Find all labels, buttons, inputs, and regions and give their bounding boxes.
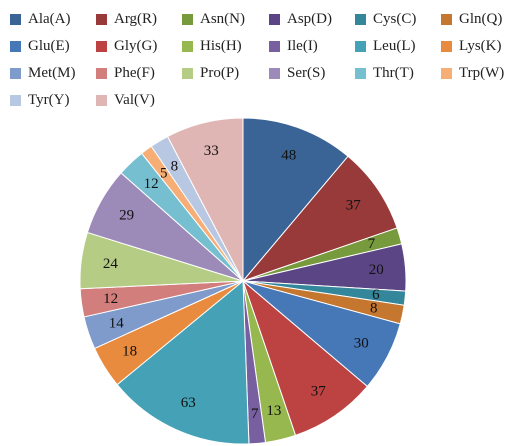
- slice-data-label: 30: [354, 335, 369, 351]
- legend-swatch: [10, 41, 21, 52]
- legend-label: Lys(K): [459, 38, 502, 54]
- legend-label: Asp(D): [287, 11, 332, 27]
- legend-swatch: [269, 68, 280, 79]
- slice-data-label: 24: [103, 256, 119, 272]
- legend-label: Gly(G): [114, 38, 158, 54]
- slice-data-label: 37: [346, 197, 362, 213]
- legend-label: Pro(P): [200, 65, 240, 81]
- legend-item: Ala(A): [10, 6, 96, 33]
- legend-label: Phe(F): [114, 65, 155, 81]
- legend-swatch: [355, 68, 366, 79]
- legend-item: Gln(Q): [441, 6, 521, 33]
- legend-swatch: [355, 14, 366, 25]
- slice-data-label: 8: [171, 158, 179, 174]
- legend-swatch: [10, 95, 21, 106]
- slice-data-label: 8: [370, 301, 378, 317]
- legend-item: Glu(E): [10, 33, 96, 60]
- legend-item: Ile(I): [269, 33, 355, 60]
- legend-item: Arg(R): [96, 6, 182, 33]
- legend-swatch: [96, 68, 107, 79]
- legend-item: Val(V): [96, 87, 182, 114]
- pie-slice: [166, 117, 244, 282]
- legend-swatch: [441, 14, 452, 25]
- legend-swatch: [182, 14, 193, 25]
- legend-item: Thr(T): [355, 60, 441, 87]
- legend-label: Asn(N): [200, 11, 245, 27]
- legend-label: Trp(W): [459, 65, 505, 81]
- legend-label: Glu(E): [28, 38, 70, 54]
- legend-item: Lys(K): [441, 33, 521, 60]
- legend-swatch: [96, 95, 107, 106]
- legend-swatch: [96, 41, 107, 52]
- legend-swatch: [10, 68, 21, 79]
- slice-data-label: 20: [369, 262, 384, 278]
- legend-label: Ser(S): [287, 65, 326, 81]
- legend-item: Tyr(Y): [10, 87, 96, 114]
- slice-data-label: 6: [372, 287, 380, 303]
- pie-slice: [241, 155, 398, 283]
- slice-data-label: 48: [281, 147, 296, 163]
- legend-label: Leu(L): [373, 38, 416, 54]
- slice-data-label: 7: [368, 236, 376, 252]
- slice-data-label: 13: [266, 403, 281, 419]
- pie-slice: [241, 279, 369, 436]
- legend-label: Ile(I): [287, 38, 318, 54]
- legend-label: Tyr(Y): [28, 92, 70, 108]
- legend-item: Ser(S): [269, 60, 355, 87]
- legend-label: Gln(Q): [459, 11, 503, 27]
- legend-item: Leu(L): [355, 33, 441, 60]
- legend-label: Cys(C): [373, 11, 417, 27]
- slice-data-label: 12: [103, 291, 118, 307]
- slice-data-label: 7: [251, 406, 259, 422]
- legend-swatch: [269, 41, 280, 52]
- legend-label: Met(M): [28, 65, 76, 81]
- slice-data-label: 37: [311, 384, 327, 400]
- legend-label: His(H): [200, 38, 242, 54]
- slice-data-label: 5: [160, 165, 168, 181]
- legend-label: Arg(R): [114, 11, 158, 27]
- slice-data-label: 63: [181, 395, 196, 411]
- legend-item: His(H): [182, 33, 269, 60]
- legend-item: Phe(F): [96, 60, 182, 87]
- legend-swatch: [441, 41, 452, 52]
- pie-slice: [242, 117, 349, 283]
- legend-swatch: [441, 68, 452, 79]
- legend-swatch: [182, 68, 193, 79]
- slice-data-label: 33: [204, 143, 219, 159]
- legend-label: Thr(T): [373, 65, 414, 81]
- legend-swatch: [269, 14, 280, 25]
- slice-data-label: 18: [122, 344, 137, 360]
- legend-swatch: [96, 14, 107, 25]
- legend-swatch: [182, 41, 193, 52]
- legend-item: Gly(G): [96, 33, 182, 60]
- legend: Ala(A) Arg(R) Asn(N) Asp(D) Cys(C) Gln(Q) Glu(…: [10, 6, 523, 114]
- slice-data-label: 12: [144, 176, 159, 192]
- slice-data-label: 14: [109, 316, 125, 332]
- pie-slice: [116, 279, 250, 445]
- legend-label: Ala(A): [28, 11, 71, 27]
- legend-item: Pro(P): [182, 60, 269, 87]
- legend-item: Cys(C): [355, 6, 441, 33]
- legend-item: Met(M): [10, 60, 96, 87]
- legend-item: Asp(D): [269, 6, 355, 33]
- legend-label: Val(V): [114, 92, 155, 108]
- legend-item: Trp(W): [441, 60, 521, 87]
- legend-swatch: [355, 41, 366, 52]
- slice-data-label: 29: [119, 207, 134, 223]
- legend-item: Asn(N): [182, 6, 269, 33]
- legend-swatch: [10, 14, 21, 25]
